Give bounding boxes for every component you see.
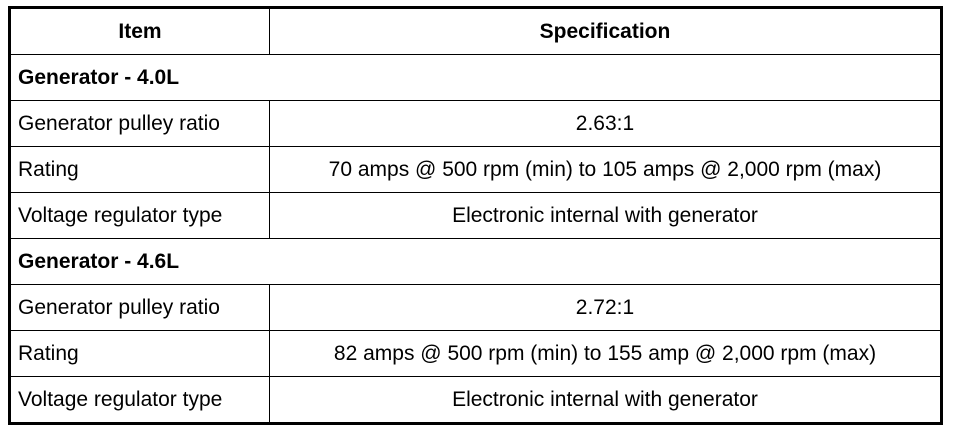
spec-row: Rating 70 amps @ 500 rpm (min) to 105 amp…: [9, 146, 942, 193]
section-row: Generator - 4.0L: [9, 54, 942, 101]
item-cell: Rating: [9, 330, 270, 377]
item-cell: Rating: [9, 146, 270, 193]
table-body: Generator - 4.0L Generator pulley ratio 2.…: [9, 54, 942, 424]
header-cell: Item: [9, 7, 270, 55]
item-cell: Generator pulley ratio: [9, 284, 270, 331]
section-row: Generator - 4.6L: [9, 238, 942, 285]
item-cell: Voltage regulator type: [9, 376, 270, 424]
spec-row: Rating 82 amps @ 500 rpm (min) to 155 amp…: [9, 330, 942, 377]
spec-table: Item Specification Generator - 4.0L Gener…: [8, 6, 943, 425]
section-title: Generator - 4.6L: [9, 238, 942, 285]
spec-cell: Electronic internal with generator: [269, 192, 942, 239]
spec-cell: Electronic internal with generator: [269, 376, 942, 424]
section-title: Generator - 4.0L: [9, 54, 942, 101]
spec-cell: 70 amps @ 500 rpm (min) to 105 amps @ 2,…: [269, 146, 942, 193]
spec-row: Generator pulley ratio 2.72:1: [9, 284, 942, 331]
item-cell: Generator pulley ratio: [9, 100, 270, 147]
item-cell: Voltage regulator type: [9, 192, 270, 239]
spec-row: Voltage regulator type Electronic interna…: [9, 192, 942, 239]
table-header: Item Specification: [9, 7, 942, 55]
spec-cell: 2.63:1: [269, 100, 942, 147]
spec-row: Voltage regulator type Electronic interna…: [9, 376, 942, 424]
header-row: Item Specification: [9, 7, 942, 55]
spec-cell: 2.72:1: [269, 284, 942, 331]
spec-row: Generator pulley ratio 2.63:1: [9, 100, 942, 147]
header-cell: Specification: [269, 7, 942, 55]
spec-cell: 82 amps @ 500 rpm (min) to 155 amp @ 2,0…: [269, 330, 942, 377]
